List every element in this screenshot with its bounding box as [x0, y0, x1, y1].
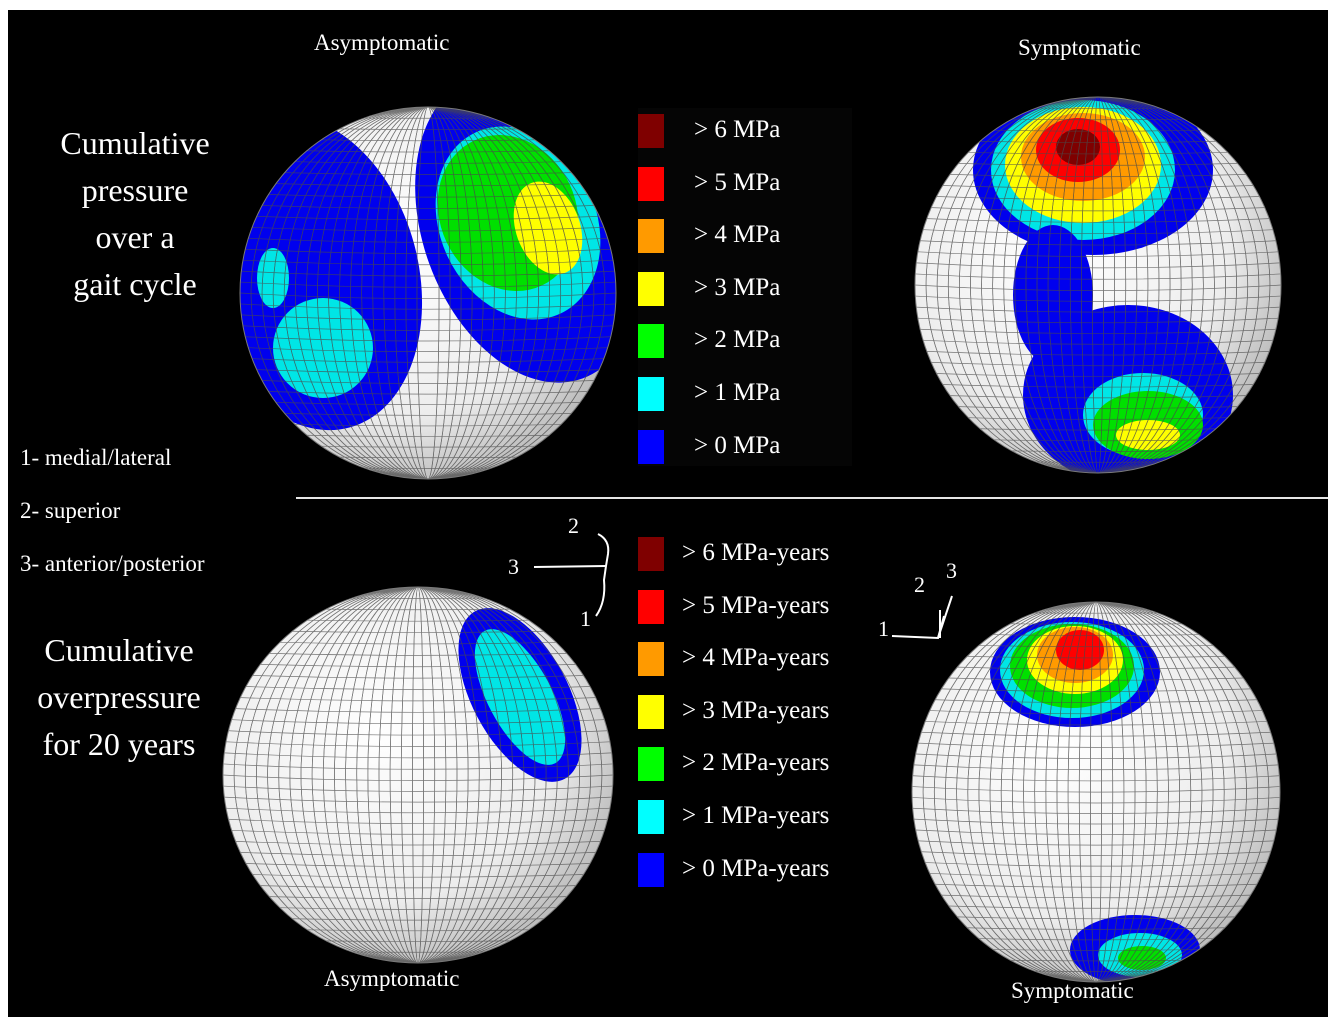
heading-top-symptomatic: Symptomatic — [1018, 35, 1141, 60]
heading-bottom-symptomatic: Symptomatic — [1011, 978, 1134, 1003]
legend-pressure: > 6 MPa > 5 MPa > 4 MPa > 3 MPa > 2 MPa > 1 M… — [638, 108, 852, 466]
legend-label: > 4 MPa-years — [682, 644, 830, 672]
triad-label-2: 2 — [568, 513, 579, 538]
triad-label-3: 3 — [508, 554, 519, 579]
coordinate-triad-right: 2 3 1 — [878, 558, 957, 641]
legend-label: > 0 MPa-years — [682, 854, 830, 882]
triad-label-1: 1 — [580, 606, 591, 631]
title-line: pressure — [81, 172, 189, 208]
legend-swatch — [638, 219, 664, 254]
sphere-asymptomatic-overpressure — [222, 586, 614, 964]
title-line: Cumulative — [44, 632, 194, 668]
legend-swatch — [638, 114, 664, 148]
section-divider — [296, 497, 1328, 499]
pressure-region — [990, 617, 1160, 727]
legend-label: > 0 MPa — [694, 431, 781, 459]
legend-swatch — [638, 747, 664, 782]
legend-label: > 1 MPa-years — [682, 802, 830, 829]
title-cumulative-pressure: Cumulative pressure over a gait cycle — [32, 120, 238, 308]
sphere-asymptomatic-pressure — [239, 106, 617, 480]
title-line: Cumulative — [60, 125, 210, 161]
legend-label: > 3 MPa-years — [682, 696, 830, 724]
sphere-symptomatic-pressure — [914, 96, 1282, 474]
coordinate-triad-left: 2 3 1 — [508, 513, 610, 631]
legend-label: > 2 MPa-years — [682, 749, 830, 777]
legend-label: > 5 MPa-years — [682, 591, 830, 619]
legend-swatch — [638, 271, 664, 306]
axis-2-1-line — [595, 533, 610, 617]
mesh-grid — [223, 587, 613, 963]
legend-label: > 6 MPa-years — [682, 539, 830, 566]
title-line: gait cycle — [73, 266, 197, 302]
axis-3-line — [937, 595, 953, 639]
title-line: overpressure — [37, 679, 201, 715]
figure-canvas: Asymptomatic Symptomatic Asymptomatic Sy… — [8, 10, 1328, 1017]
title-cumulative-overpressure: Cumulative overpressure for 20 years — [14, 627, 224, 768]
triad-label-3: 3 — [946, 558, 957, 583]
legend-label: > 5 MPa — [694, 168, 781, 196]
legend-label: > 4 MPa — [694, 221, 781, 249]
legend-overpressure: > 6 MPa-years > 5 MPa-years > 4 MPa-years >… — [638, 531, 868, 889]
legend-swatch — [638, 377, 664, 411]
axis-key-2: 2- superior — [20, 498, 121, 523]
legend-swatch — [638, 537, 664, 571]
axis-1-line — [891, 615, 945, 640]
legend-swatch — [638, 429, 664, 464]
legend-label: > 2 MPa — [694, 326, 781, 354]
legend-swatch — [638, 589, 664, 624]
title-line: for 20 years — [42, 726, 196, 762]
legend-swatch — [638, 800, 664, 834]
legend-swatch — [638, 642, 664, 677]
triad-label-2: 2 — [914, 572, 925, 597]
legend-label: > 3 MPa — [694, 273, 781, 301]
heading-top-asymptomatic: Asymptomatic — [314, 30, 450, 55]
mesh-grid — [240, 107, 616, 479]
legend-swatch — [638, 324, 664, 359]
heading-bottom-asymptomatic: Asymptomatic — [324, 966, 460, 991]
axis-key-3: 3- anterior/posterior — [20, 551, 205, 576]
legend-swatch — [638, 694, 664, 729]
axis-3-line — [533, 565, 607, 568]
mesh-grid — [915, 97, 1281, 473]
legend-label: > 6 MPa — [694, 116, 781, 143]
legend-swatch — [638, 852, 664, 887]
triad-label-1: 1 — [878, 616, 889, 641]
axis-key-1: 1- medial/lateral — [20, 445, 172, 470]
sphere-symptomatic-overpressure — [911, 601, 1281, 983]
pressure-region — [973, 97, 1213, 255]
legend-label: > 1 MPa — [694, 379, 781, 406]
mesh-grid — [912, 602, 1280, 982]
legend-swatch — [638, 166, 664, 201]
title-line: over a — [95, 219, 175, 255]
